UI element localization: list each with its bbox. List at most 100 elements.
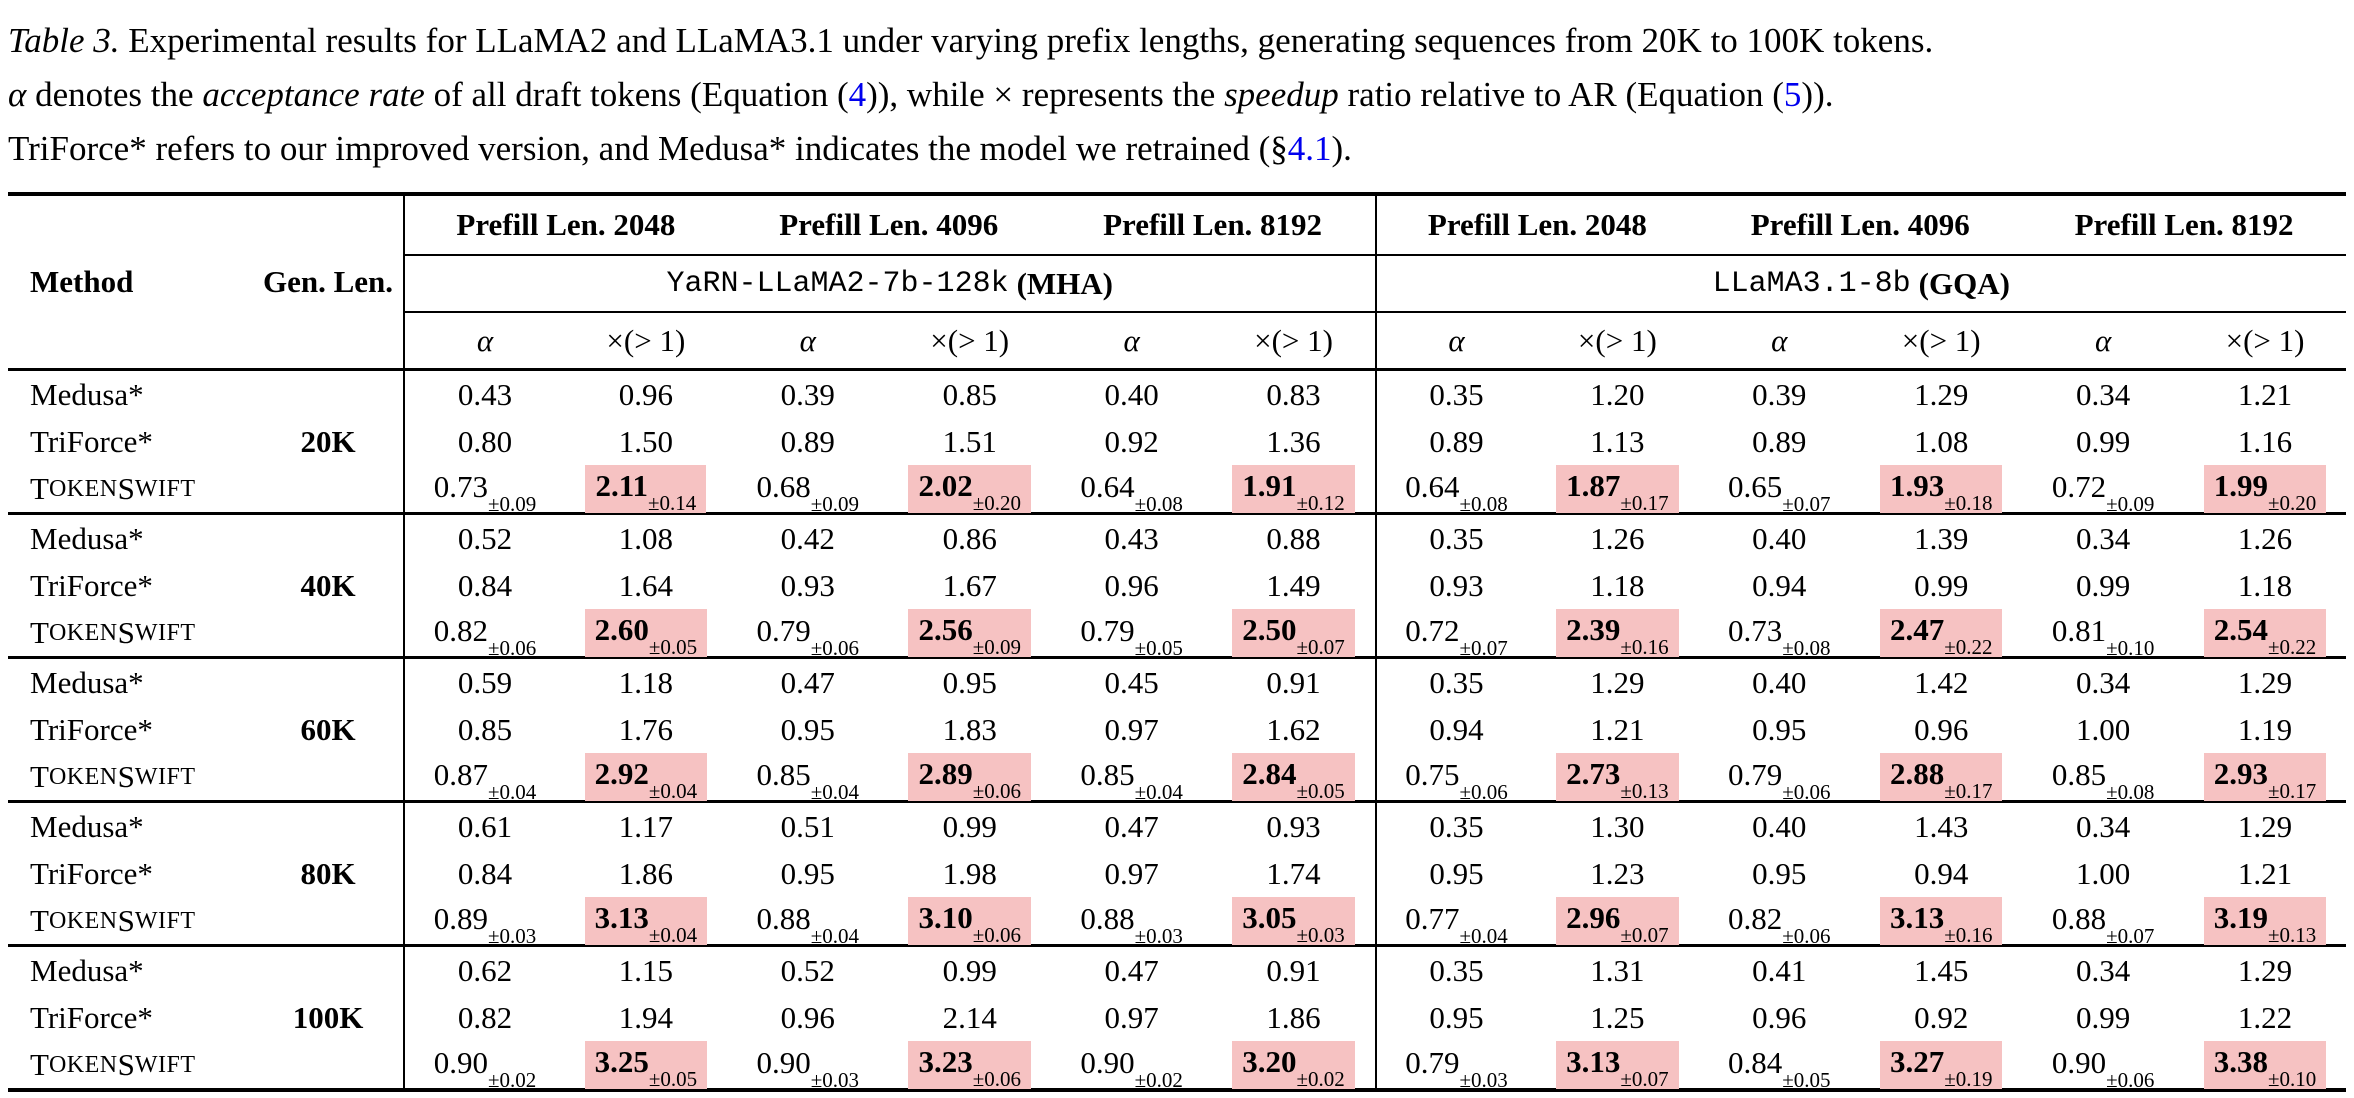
value-cell: 0.90±0.03 xyxy=(756,1044,860,1092)
value-cell: 0.90±0.06 xyxy=(2051,1044,2155,1092)
value-cell: 1.93±0.18 xyxy=(1860,465,2022,515)
speedup-header: ×(> 1) xyxy=(1536,311,1699,368)
value-cell: 1.91±0.12 xyxy=(1213,465,1375,515)
reference-link[interactable]: 4 xyxy=(848,75,867,114)
value-cell: 1.29 xyxy=(2237,808,2293,844)
value-cell: 1.18 xyxy=(618,664,673,700)
value-cell: 2.84±0.05 xyxy=(1213,753,1375,803)
value-cell: 0.94 xyxy=(1374,706,1537,753)
gen-len-label xyxy=(253,515,403,562)
value-cell: 0.94 xyxy=(1914,855,1969,891)
alpha-header: α xyxy=(726,311,889,368)
value-cell: 0.85±0.04 xyxy=(1080,756,1183,804)
value-cell: 2.88±0.17 xyxy=(1860,753,2022,803)
reference-link[interactable]: 5 xyxy=(1783,75,1802,114)
value-cell: 0.39 xyxy=(780,376,835,412)
highlighted-value: 2.47±0.22 xyxy=(1879,609,2003,659)
table-row: TriForce* 100K 0.82 1.94 0.96 2.14 0.97 1.86 0.9… xyxy=(8,994,2346,1041)
value-cell: 0.96 xyxy=(1752,999,1807,1035)
value-cell: 1.62 xyxy=(1266,711,1321,747)
speedup-header: ×(> 1) xyxy=(1860,311,2023,368)
value-cell: 0.90±0.02 xyxy=(403,1041,565,1092)
table-row: T O K E N S W I F T 0.90±0.02 3.25±0.05 0.90±0.03 3.2… xyxy=(8,1041,2346,1092)
value-cell: 0.99 xyxy=(942,808,997,844)
value-cell: 0.35 xyxy=(1374,947,1537,994)
value-cell: 3.05±0.03 xyxy=(1213,897,1375,947)
value-cell: 0.97 xyxy=(1104,711,1159,747)
gen-len-group: Medusa* 0.43 0.96 0.39 0.85 0.40 0.83 0.35 1.20 0… xyxy=(8,371,2346,516)
gen-len-label: 100K xyxy=(292,999,364,1035)
value-cell: 0.73±0.09 xyxy=(403,465,565,516)
method-label: TriForce* xyxy=(30,567,153,603)
value-cell: 0.82±0.06 xyxy=(403,609,565,660)
value-cell: 2.60±0.05 xyxy=(565,609,727,659)
value-cell: 1.22 xyxy=(2237,999,2293,1035)
highlighted-value: 3.05±0.03 xyxy=(1232,897,1355,947)
method-label: Medusa* xyxy=(30,808,144,844)
value-cell: 1.29 xyxy=(2237,664,2293,700)
value-cell: 0.91 xyxy=(1266,664,1321,700)
table-row: T O K E N S W I F T 0.87±0.04 2.92±0.04 0.85±0.04 2.8… xyxy=(8,753,2346,804)
value-cell: 2.56±0.09 xyxy=(889,609,1051,659)
highlighted-value: 2.39±0.16 xyxy=(1556,609,1679,659)
gen-len-column-header: Gen. Len. xyxy=(262,264,394,299)
value-cell: 2.73±0.13 xyxy=(1536,753,1698,803)
table-row: Medusa* 0.52 1.08 0.42 0.86 0.43 0.88 0.35 1.26 0… xyxy=(8,515,2346,562)
value-cell: 1.67 xyxy=(942,567,997,603)
value-cell: 1.16 xyxy=(2237,423,2293,459)
value-cell: 0.34 xyxy=(2075,808,2131,844)
value-cell: 0.89±0.03 xyxy=(403,897,565,948)
value-cell: 0.79±0.05 xyxy=(1080,612,1183,660)
value-cell: 3.20±0.02 xyxy=(1213,1041,1375,1091)
speedup-header: ×(> 1) xyxy=(2184,311,2346,368)
speedup-header: ×(> 1) xyxy=(1212,311,1375,368)
value-cell: 0.95 xyxy=(1374,994,1537,1041)
value-cell: 2.14 xyxy=(942,999,997,1035)
value-cell: 1.39 xyxy=(1914,520,1969,556)
method-label: TriForce* xyxy=(30,855,153,891)
model-header-llama2: YaRN-LLaMA2-7b-128k (MHA) xyxy=(403,254,1375,311)
value-cell: 0.97 xyxy=(1104,855,1159,891)
value-cell: 1.00 xyxy=(2075,855,2131,891)
value-cell: 1.20 xyxy=(1590,376,1645,412)
value-cell: 0.40 xyxy=(1104,376,1159,412)
method-label: Medusa* xyxy=(30,376,144,412)
value-cell: 0.89 xyxy=(780,423,835,459)
value-cell: 1.99±0.20 xyxy=(2184,465,2346,515)
value-cell: 0.72±0.07 xyxy=(1374,609,1537,660)
value-cell: 1.08 xyxy=(618,520,673,556)
alpha-header: α xyxy=(403,311,565,368)
value-cell: 1.86 xyxy=(1266,999,1321,1035)
value-cell: 1.87±0.17 xyxy=(1536,465,1698,515)
value-cell: 0.34 xyxy=(2075,376,2131,412)
value-cell: 0.79±0.03 xyxy=(1374,1041,1537,1092)
gen-len-label xyxy=(253,1041,403,1089)
value-cell: 1.23 xyxy=(1590,855,1645,891)
reference-link[interactable]: 4.1 xyxy=(1287,129,1332,168)
value-cell: 0.96 xyxy=(780,999,835,1035)
table-body: Medusa* 0.43 0.96 0.39 0.85 0.40 0.83 0.35 1.20 0… xyxy=(8,371,2346,1092)
highlighted-value: 2.73±0.13 xyxy=(1556,753,1679,803)
value-cell: 0.84±0.05 xyxy=(1728,1044,1831,1092)
value-cell: 1.08 xyxy=(1914,423,1969,459)
value-cell: 3.10±0.06 xyxy=(889,897,1051,947)
caption-line: Table 3. Experimental results for LLaMA2… xyxy=(8,21,1934,60)
value-cell: 1.29 xyxy=(2237,952,2293,988)
value-cell: 0.51 xyxy=(780,808,835,844)
highlighted-value: 1.99±0.20 xyxy=(2203,465,2327,515)
value-cell: 2.92±0.04 xyxy=(565,753,727,803)
value-cell: 0.68±0.09 xyxy=(756,468,860,516)
value-cell: 1.42 xyxy=(1914,664,1969,700)
table-row: T O K E N S W I F T 0.89±0.03 3.13±0.04 0.88±0.04 3.1… xyxy=(8,897,2346,948)
value-cell: 0.52 xyxy=(403,515,565,562)
value-cell: 0.94 xyxy=(1752,567,1807,603)
value-cell: 0.83 xyxy=(1266,376,1321,412)
prefill-header-8192-left: Prefill Len. 8192 xyxy=(1103,207,1323,242)
value-cell: 0.47 xyxy=(1104,808,1159,844)
value-cell: 0.59 xyxy=(403,659,565,706)
value-cell: 0.95 xyxy=(942,664,997,700)
table-row: TriForce* 40K 0.84 1.64 0.93 1.67 0.96 1.49 0.93… xyxy=(8,562,2346,609)
value-cell: 1.13 xyxy=(1590,423,1645,459)
value-cell: 1.45 xyxy=(1914,952,1969,988)
